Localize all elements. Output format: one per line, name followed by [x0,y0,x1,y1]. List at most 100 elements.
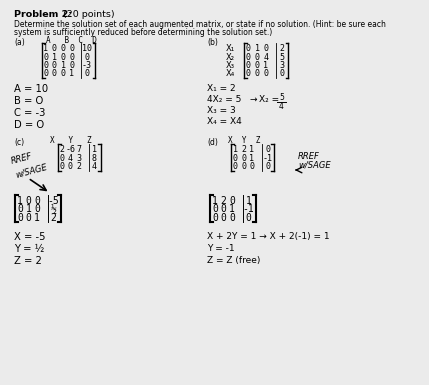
Text: 1: 1 [250,145,254,154]
Text: 0: 0 [280,70,284,79]
Text: 0: 0 [265,162,270,171]
Text: (a): (a) [14,38,25,47]
Text: 2: 2 [241,145,246,154]
Text: B = O: B = O [14,96,43,106]
Text: 0: 0 [233,154,238,162]
Text: Z = Z (free): Z = Z (free) [207,256,260,265]
Text: ½: ½ [51,204,57,214]
Text: 2: 2 [76,162,82,171]
Text: 4X₂ = 5: 4X₂ = 5 [207,95,242,104]
Text: Determine the solution set of each augmented matrix, or state if no solution. (H: Determine the solution set of each augme… [14,20,386,29]
Text: (20 points): (20 points) [60,10,115,19]
Text: 0: 0 [60,70,66,79]
Text: 1: 1 [233,145,238,154]
Text: 4: 4 [279,102,284,111]
Text: 0: 0 [60,162,64,171]
Text: 0: 0 [212,204,218,214]
Text: X   Y   Z: X Y Z [50,136,92,145]
Text: 0: 0 [34,196,40,206]
Text: X₄ = X4: X₄ = X4 [207,117,242,126]
Text: 0: 0 [60,154,64,162]
Text: X + 2Y = 1 → X + 2(-1) = 1: X + 2Y = 1 → X + 2(-1) = 1 [207,232,329,241]
Text: -1: -1 [243,204,254,214]
Text: 2: 2 [51,213,57,223]
Text: X = -5: X = -5 [14,232,45,242]
Text: 0: 0 [212,213,218,223]
Text: RREF: RREF [298,152,320,161]
Text: (b): (b) [207,38,218,47]
Text: 5: 5 [280,52,284,62]
Text: 0: 0 [221,204,227,214]
Text: 1: 1 [263,61,269,70]
Text: -6: -6 [66,145,76,154]
Text: 0: 0 [254,70,260,79]
Text: →: → [249,95,257,104]
Text: C = -3: C = -3 [14,108,45,118]
Text: X₂: X₂ [226,52,235,62]
Text: 0: 0 [17,213,23,223]
Text: Z = 2: Z = 2 [14,256,42,266]
Text: -3: -3 [82,61,92,70]
Text: 1: 1 [60,61,66,70]
Text: (c): (c) [14,138,24,147]
Text: 0: 0 [52,70,57,79]
Text: -5: -5 [48,196,59,206]
Text: X  Y  Z: X Y Z [228,136,260,145]
Text: 0: 0 [85,70,90,79]
Text: 0: 0 [52,61,57,70]
Text: 0: 0 [245,61,251,70]
Text: 0: 0 [254,52,260,62]
Text: 0: 0 [245,44,251,53]
Text: 0: 0 [26,213,31,223]
Text: 0: 0 [233,162,238,171]
Text: 8: 8 [92,154,97,162]
Text: 1: 1 [245,196,251,206]
Text: X₁ = 2: X₁ = 2 [207,84,236,93]
Text: RREF: RREF [10,152,33,166]
Text: 4: 4 [92,162,97,171]
Text: 0: 0 [69,44,74,53]
Text: 2: 2 [280,44,284,53]
Text: Y = ½: Y = ½ [14,244,44,254]
Text: 0: 0 [250,162,254,171]
Text: 0: 0 [43,52,48,62]
Text: 0: 0 [263,44,269,53]
Text: 0: 0 [68,162,73,171]
Text: 7: 7 [76,145,82,154]
Text: 1: 1 [212,196,218,206]
Text: 0: 0 [69,52,74,62]
Text: w/SAGE: w/SAGE [14,162,48,179]
Text: w/SAGE: w/SAGE [298,161,331,170]
Text: 3: 3 [280,61,284,70]
Text: 0: 0 [229,213,235,223]
Text: 0: 0 [221,213,227,223]
Text: X₁: X₁ [225,44,235,53]
Text: A = 10: A = 10 [14,84,48,94]
Text: 1: 1 [254,44,260,53]
Text: 0: 0 [245,52,251,62]
Text: system is sufficiently reduced before determining the solution set.): system is sufficiently reduced before de… [14,28,272,37]
Text: 0: 0 [60,44,66,53]
Text: 4: 4 [68,154,73,162]
Text: X₄: X₄ [225,70,235,79]
Text: D = O: D = O [14,120,44,130]
Text: X₃: X₃ [226,61,235,70]
Text: 0: 0 [60,52,66,62]
Text: 10: 10 [82,44,92,53]
Text: 0: 0 [245,213,251,223]
Text: -1: -1 [263,154,272,162]
Text: 0: 0 [254,61,260,70]
Text: 1: 1 [69,70,74,79]
Text: 0: 0 [263,70,269,79]
Text: 0: 0 [241,162,246,171]
Text: 0: 0 [85,52,90,62]
Text: 0: 0 [17,204,23,214]
Text: 1: 1 [92,145,97,154]
Text: Y = -1: Y = -1 [207,244,235,253]
Text: 0: 0 [43,70,48,79]
Text: X₃ = 3: X₃ = 3 [207,106,236,115]
Text: Problem 2:: Problem 2: [14,10,72,19]
Text: 0: 0 [69,61,74,70]
Text: 1: 1 [26,204,31,214]
Text: 1: 1 [250,154,254,162]
